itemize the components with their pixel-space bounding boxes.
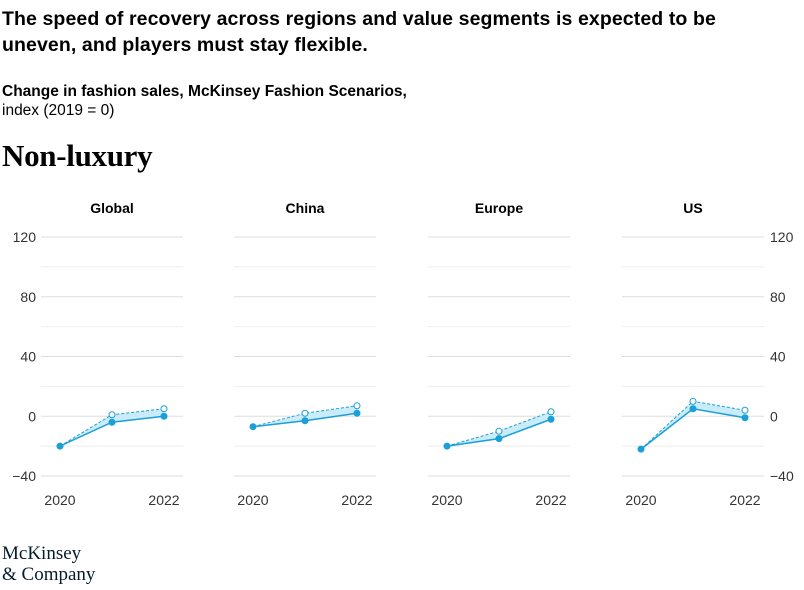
- panel-title: China: [286, 200, 325, 216]
- x-tick-label: 2022: [535, 492, 566, 508]
- chart-index-note: index (2019 = 0): [2, 102, 115, 119]
- data-point-filled: [443, 442, 451, 450]
- data-point-hollow: [108, 411, 116, 419]
- mckinsey-logo: McKinsey & Company: [2, 543, 95, 585]
- y-tick-label-right: 120: [770, 229, 794, 245]
- y-tick-label-left: −40: [12, 468, 36, 484]
- y-tick-label-right: 40: [770, 349, 786, 365]
- x-tick-label: 2020: [237, 492, 268, 508]
- x-tick-label: 2020: [625, 492, 656, 508]
- data-point-filled: [353, 409, 361, 417]
- x-tick-label: 2022: [341, 492, 372, 508]
- x-tick-label: 2022: [148, 492, 179, 508]
- chart-subtitle: Change in fashion sales, McKinsey Fashio…: [2, 83, 407, 100]
- data-point-hollow: [689, 397, 697, 405]
- y-tick-label-right: 80: [770, 289, 786, 305]
- data-point-hollow: [741, 406, 749, 414]
- y-tick-label-left: 0: [28, 408, 36, 424]
- y-tick-label-right: 0: [770, 408, 778, 424]
- logo-line-1: McKinsey: [2, 543, 82, 564]
- series-line-dashed: [252, 405, 358, 428]
- x-tick-label: 2022: [729, 492, 760, 508]
- data-point-hollow: [353, 402, 361, 410]
- series-line-solid: [640, 407, 746, 450]
- data-point-filled: [56, 442, 64, 450]
- data-point-filled: [689, 405, 697, 413]
- data-point-filled: [637, 445, 645, 453]
- x-tick-label: 2020: [44, 492, 75, 508]
- data-point-filled: [495, 435, 503, 443]
- scenario-band: [60, 408, 164, 447]
- data-point-filled: [160, 412, 168, 420]
- x-tick-label: 2020: [431, 492, 462, 508]
- data-point-filled: [301, 417, 309, 425]
- y-tick-label-left: 80: [20, 289, 36, 305]
- section-title: Non-luxury: [2, 138, 153, 173]
- data-point-hollow: [547, 408, 555, 416]
- y-tick-label-left: 40: [20, 349, 36, 365]
- data-point-filled: [249, 423, 257, 431]
- panel-title: Global: [90, 200, 134, 216]
- panel-title: Europe: [475, 200, 523, 216]
- data-point-filled: [547, 415, 555, 423]
- data-point-filled: [108, 418, 116, 426]
- logo-line-2: & Company: [2, 564, 96, 585]
- headline: The speed of recovery across regions and…: [2, 8, 716, 56]
- y-tick-label-left: 120: [13, 229, 37, 245]
- data-point-hollow: [301, 409, 309, 417]
- data-point-hollow: [160, 405, 168, 413]
- panel-title: US: [683, 200, 702, 216]
- data-point-hollow: [495, 427, 503, 435]
- data-point-filled: [741, 414, 749, 422]
- y-tick-label-right: −40: [770, 468, 794, 484]
- series-line-dashed: [446, 411, 552, 447]
